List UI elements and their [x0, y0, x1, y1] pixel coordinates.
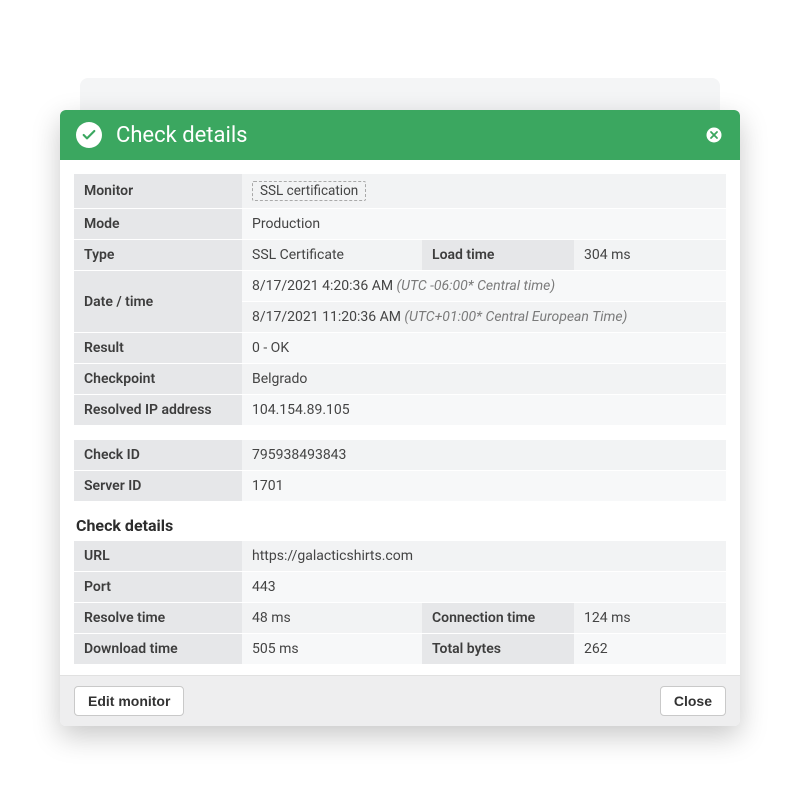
- connection-time-label: Connection time: [422, 603, 574, 634]
- port-label: Port: [74, 572, 242, 603]
- total-bytes-label: Total bytes: [422, 634, 574, 665]
- mode-label: Mode: [74, 209, 242, 240]
- monitor-label: Monitor: [74, 174, 242, 209]
- table-row: Resolve time 48 ms Connection time 124 m…: [74, 603, 726, 634]
- table-row: Monitor SSL certification: [74, 174, 726, 209]
- table-row: Port 443: [74, 572, 726, 603]
- monitor-tag[interactable]: SSL certification: [252, 181, 366, 201]
- resolved-ip-label: Resolved IP address: [74, 395, 242, 426]
- edit-monitor-button[interactable]: Edit monitor: [74, 686, 184, 716]
- connection-time-value: 124 ms: [574, 603, 726, 634]
- modal-title: Check details: [116, 123, 704, 148]
- details-table: URL https://galacticshirts.com Port 443 …: [74, 541, 726, 665]
- resolve-time-value: 48 ms: [242, 603, 422, 634]
- download-time-label: Download time: [74, 634, 242, 665]
- check-details-modal: Check details Monitor SSL certification …: [60, 110, 740, 726]
- url-label: URL: [74, 541, 242, 572]
- close-icon[interactable]: [704, 125, 724, 145]
- load-time-value: 304 ms: [574, 240, 726, 271]
- server-id-label: Server ID: [74, 471, 242, 502]
- close-button[interactable]: Close: [660, 686, 726, 716]
- checkpoint-value: Belgrado: [242, 364, 726, 395]
- type-label: Type: [74, 240, 242, 271]
- check-details-heading: Check details: [76, 516, 726, 535]
- datetime-line-1: 8/17/2021 4:20:36 AM (UTC -06:00* Centra…: [242, 271, 726, 302]
- datetime-label: Date / time: [74, 271, 242, 333]
- checkpoint-label: Checkpoint: [74, 364, 242, 395]
- modal-header: Check details: [60, 110, 740, 160]
- server-id-value: 1701: [242, 471, 726, 502]
- load-time-label: Load time: [422, 240, 574, 271]
- download-time-value: 505 ms: [242, 634, 422, 665]
- port-value: 443: [242, 572, 726, 603]
- datetime-line-2: 8/17/2021 11:20:36 AM (UTC+01:00* Centra…: [242, 302, 726, 333]
- table-row: Resolved IP address 104.154.89.105: [74, 395, 726, 426]
- result-value: 0 - OK: [242, 333, 726, 364]
- table-row: Type SSL Certificate Load time 304 ms: [74, 240, 726, 271]
- modal-footer: Edit monitor Close: [60, 675, 740, 726]
- modal-body: Monitor SSL certification Mode Productio…: [60, 160, 740, 675]
- table-row: Date / time 8/17/2021 4:20:36 AM (UTC -0…: [74, 271, 726, 302]
- total-bytes-value: 262: [574, 634, 726, 665]
- ids-table: Check ID 795938493843 Server ID 1701: [74, 440, 726, 502]
- url-value: https://galacticshirts.com: [242, 541, 726, 572]
- table-row: Checkpoint Belgrado: [74, 364, 726, 395]
- table-row: Download time 505 ms Total bytes 262: [74, 634, 726, 665]
- check-circle-icon: [76, 122, 102, 148]
- table-row: Check ID 795938493843: [74, 440, 726, 471]
- table-row: Server ID 1701: [74, 471, 726, 502]
- summary-table: Monitor SSL certification Mode Productio…: [74, 174, 726, 426]
- result-label: Result: [74, 333, 242, 364]
- type-value: SSL Certificate: [242, 240, 422, 271]
- resolved-ip-value: 104.154.89.105: [242, 395, 726, 426]
- table-row: URL https://galacticshirts.com: [74, 541, 726, 572]
- check-id-label: Check ID: [74, 440, 242, 471]
- resolve-time-label: Resolve time: [74, 603, 242, 634]
- check-id-value: 795938493843: [242, 440, 726, 471]
- mode-value: Production: [242, 209, 726, 240]
- table-row: Result 0 - OK: [74, 333, 726, 364]
- table-row: Mode Production: [74, 209, 726, 240]
